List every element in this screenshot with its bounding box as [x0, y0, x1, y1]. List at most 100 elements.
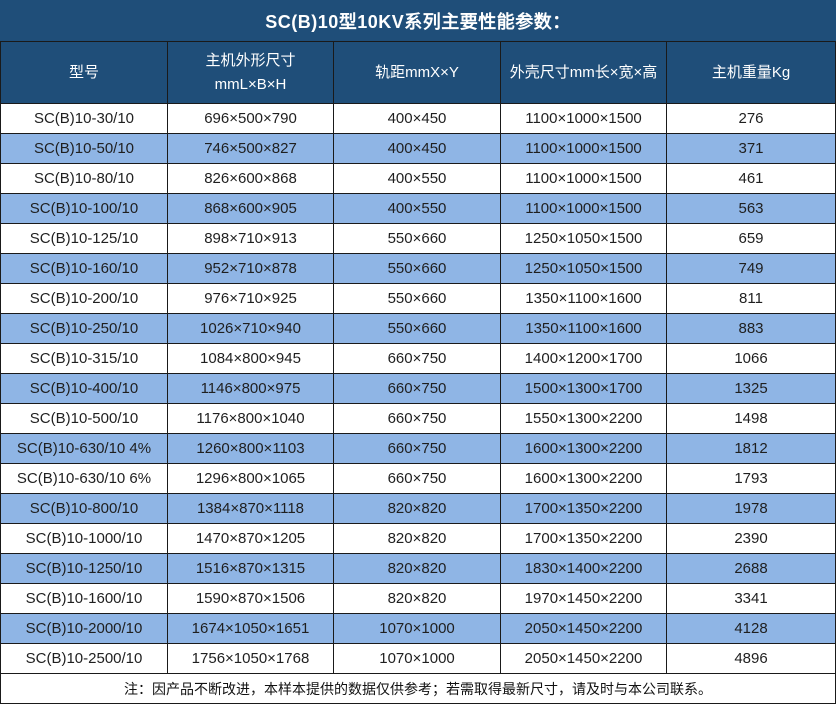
table-cell: 1793 [667, 464, 836, 493]
table-row: SC(B)10-500/10 1176×800×1040 660×750 1550×1… [0, 404, 836, 434]
table-cell: 1070×1000 [334, 614, 501, 643]
table-row: SC(B)10-30/10 696×500×790 400×450 1100×1000… [0, 104, 836, 134]
table-cell: 1830×1400×2200 [501, 554, 667, 583]
table-row: SC(B)10-200/10 976×710×925 550×660 1350×110… [0, 284, 836, 314]
table-row: SC(B)10-250/10 1026×710×940 550×660 1350×11… [0, 314, 836, 344]
column-header: 主机重量Kg [667, 42, 836, 103]
table-cell: 1970×1450×2200 [501, 584, 667, 613]
table-cell: 660×750 [334, 404, 501, 433]
table-cell: 1590×870×1506 [168, 584, 334, 613]
table-row: SC(B)10-1600/10 1590×870×1506 820×820 1970×… [0, 584, 836, 614]
table-cell: 550×660 [334, 284, 501, 313]
table-cell: 1070×1000 [334, 644, 501, 673]
table-cell: 976×710×925 [168, 284, 334, 313]
table-cell: SC(B)10-315/10 [0, 344, 168, 373]
table-cell: 1400×1200×1700 [501, 344, 667, 373]
table-cell: 868×600×905 [168, 194, 334, 223]
table-cell: SC(B)10-630/10 6% [0, 464, 168, 493]
column-header: 外壳尺寸mm长×宽×高 [501, 42, 667, 103]
table-cell: 2050×1450×2200 [501, 614, 667, 643]
table-cell: 820×820 [334, 494, 501, 523]
table-cell: 3341 [667, 584, 836, 613]
table-cell: 550×660 [334, 224, 501, 253]
table-cell: 660×750 [334, 434, 501, 463]
table-row: SC(B)10-2000/10 1674×1050×1651 1070×1000 20… [0, 614, 836, 644]
table-cell: 550×660 [334, 254, 501, 283]
table-cell: 1516×870×1315 [168, 554, 334, 583]
table-cell: SC(B)10-2500/10 [0, 644, 168, 673]
table-cell: SC(B)10-30/10 [0, 104, 168, 133]
table-cell: 898×710×913 [168, 224, 334, 253]
table-cell: SC(B)10-100/10 [0, 194, 168, 223]
table-cell: 749 [667, 254, 836, 283]
table-title: SC(B)10型10KV系列主要性能参数： [0, 0, 836, 42]
table-cell: SC(B)10-630/10 4% [0, 434, 168, 463]
table-body: SC(B)10-30/10 696×500×790 400×450 1100×1000… [0, 104, 836, 674]
table-cell: 696×500×790 [168, 104, 334, 133]
table-header-row: 型号 主机外形尺寸 mmL×B×H 轨距mmX×Y 外壳尺寸mm长×宽×高 主机重量Kg [0, 42, 836, 104]
table-cell: 1674×1050×1651 [168, 614, 334, 643]
table-cell: 4896 [667, 644, 836, 673]
table-cell: 2688 [667, 554, 836, 583]
table-row: SC(B)10-50/10 746×500×827 400×450 1100×1000… [0, 134, 836, 164]
table-cell: 1296×800×1065 [168, 464, 334, 493]
table-cell: 1084×800×945 [168, 344, 334, 373]
table-cell: 883 [667, 314, 836, 343]
table-cell: 1260×800×1103 [168, 434, 334, 463]
table-cell: 1550×1300×2200 [501, 404, 667, 433]
table-cell: SC(B)10-1000/10 [0, 524, 168, 553]
table-cell: 276 [667, 104, 836, 133]
table-cell: 400×550 [334, 164, 501, 193]
table-cell: 811 [667, 284, 836, 313]
table-cell: 2390 [667, 524, 836, 553]
table-cell: 1470×870×1205 [168, 524, 334, 553]
table-cell: SC(B)10-125/10 [0, 224, 168, 253]
table-cell: 1700×1350×2200 [501, 494, 667, 523]
table-cell: 1600×1300×2200 [501, 434, 667, 463]
table-cell: 1325 [667, 374, 836, 403]
table-cell: 1146×800×975 [168, 374, 334, 403]
table-cell: 1100×1000×1500 [501, 104, 667, 133]
table-row: SC(B)10-400/10 1146×800×975 660×750 1500×13… [0, 374, 836, 404]
table-cell: SC(B)10-2000/10 [0, 614, 168, 643]
column-header: 主机外形尺寸 mmL×B×H [168, 42, 334, 103]
table-row: SC(B)10-315/10 1084×800×945 660×750 1400×12… [0, 344, 836, 374]
table-cell: 461 [667, 164, 836, 193]
table-footnote: 注：因产品不断改进，本样本提供的数据仅供参考；若需取得最新尺寸，请及时与本公司联… [0, 674, 836, 704]
table-cell: SC(B)10-1250/10 [0, 554, 168, 583]
table-cell: 400×450 [334, 104, 501, 133]
table-cell: 820×820 [334, 554, 501, 583]
table-cell: 660×750 [334, 344, 501, 373]
table-cell: SC(B)10-250/10 [0, 314, 168, 343]
table-row: SC(B)10-800/10 1384×870×1118 820×820 1700×1… [0, 494, 836, 524]
table-cell: 746×500×827 [168, 134, 334, 163]
table-cell: SC(B)10-1600/10 [0, 584, 168, 613]
table-cell: 1176×800×1040 [168, 404, 334, 433]
table-cell: 1500×1300×1700 [501, 374, 667, 403]
table-cell: 563 [667, 194, 836, 223]
table-cell: 371 [667, 134, 836, 163]
table-row: SC(B)10-2500/10 1756×1050×1768 1070×1000 20… [0, 644, 836, 674]
table-cell: 826×600×868 [168, 164, 334, 193]
table-cell: 1978 [667, 494, 836, 523]
table-cell: 1384×870×1118 [168, 494, 334, 523]
table-row: SC(B)10-630/10 4% 1260×800×1103 660×750 160… [0, 434, 836, 464]
column-header: 型号 [0, 42, 168, 103]
table-cell: 1350×1100×1600 [501, 284, 667, 313]
table-cell: 2050×1450×2200 [501, 644, 667, 673]
table-cell: 1756×1050×1768 [168, 644, 334, 673]
table-cell: SC(B)10-200/10 [0, 284, 168, 313]
table-cell: SC(B)10-80/10 [0, 164, 168, 193]
table-cell: 1812 [667, 434, 836, 463]
table-cell: 1100×1000×1500 [501, 194, 667, 223]
table-cell: 1100×1000×1500 [501, 134, 667, 163]
table-row: SC(B)10-160/10 952×710×878 550×660 1250×105… [0, 254, 836, 284]
table-cell: 1498 [667, 404, 836, 433]
table-cell: SC(B)10-800/10 [0, 494, 168, 523]
table-row: SC(B)10-100/10 868×600×905 400×550 1100×100… [0, 194, 836, 224]
table-cell: 1350×1100×1600 [501, 314, 667, 343]
table-cell: 1250×1050×1500 [501, 224, 667, 253]
table-cell: 550×660 [334, 314, 501, 343]
table-cell: 820×820 [334, 524, 501, 553]
